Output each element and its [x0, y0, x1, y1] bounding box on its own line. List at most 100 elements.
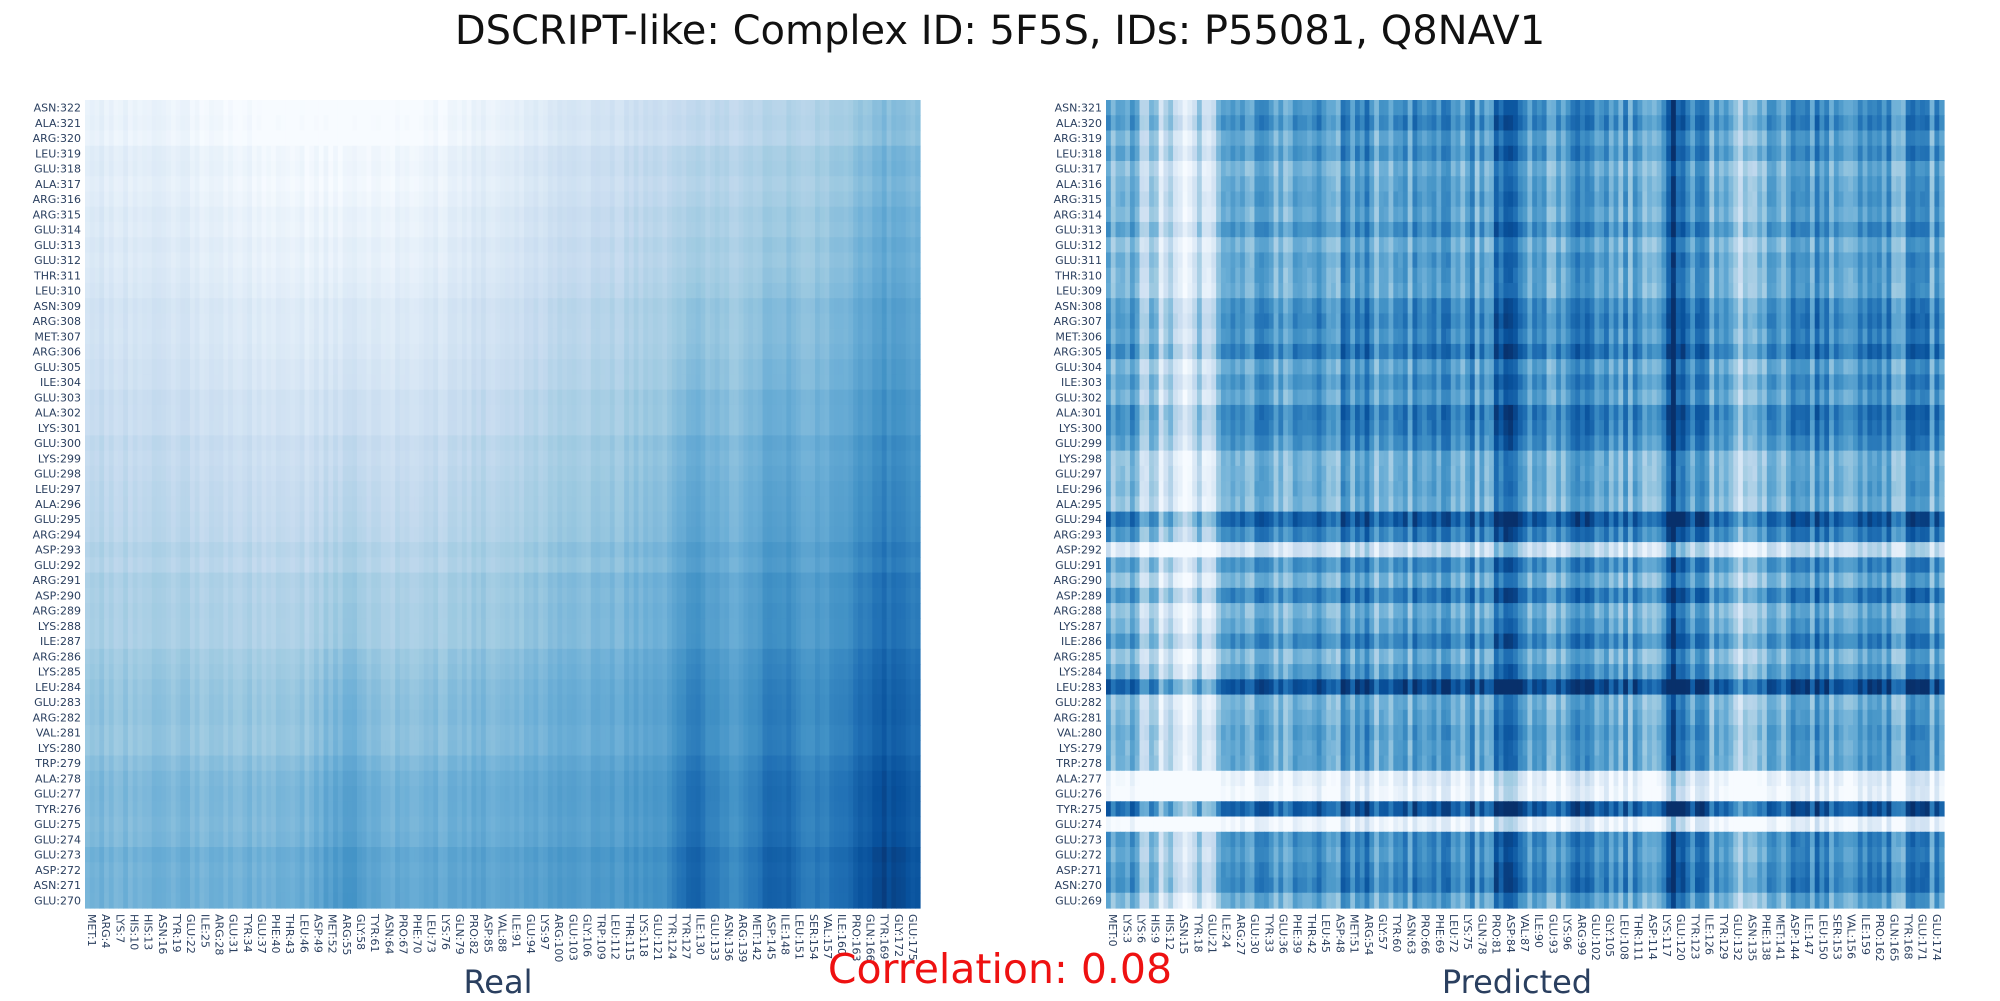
heatmap-cell — [519, 313, 525, 330]
heatmap-cell — [605, 359, 611, 376]
heatmap-cell — [714, 160, 721, 177]
heatmap-cell — [662, 252, 668, 269]
heatmap-cell — [252, 100, 258, 116]
heatmap-cell — [767, 465, 773, 482]
heatmap-cell — [304, 313, 310, 330]
heatmap-cell — [132, 526, 139, 543]
heatmap-cell — [457, 176, 463, 193]
heatmap-cell — [156, 145, 162, 162]
heatmap-cell — [428, 313, 434, 330]
heatmap-cell — [94, 420, 100, 436]
heatmap-cell — [614, 496, 620, 513]
heatmap-cell — [733, 160, 740, 177]
heatmap-cell — [538, 511, 544, 528]
heatmap-cell — [356, 496, 363, 513]
heatmap-cell — [304, 298, 310, 315]
heatmap-cell — [714, 435, 721, 452]
heatmap-cell — [118, 252, 124, 269]
heatmap-cell — [810, 328, 816, 345]
heatmap-cell — [733, 221, 740, 238]
heatmap-cell — [290, 435, 296, 452]
heatmap-cell — [85, 481, 91, 497]
heatmap-cell — [776, 481, 783, 497]
heatmap-cell — [438, 435, 444, 452]
heatmap-cell — [705, 496, 711, 513]
heatmap-cell — [481, 237, 487, 254]
heatmap-cell — [385, 374, 391, 391]
heatmap-cell — [213, 450, 220, 467]
heatmap-cell — [504, 206, 511, 223]
heatmap-cell — [99, 237, 105, 254]
heatmap-cell — [609, 435, 616, 452]
heatmap-cell — [667, 511, 673, 528]
heatmap-cell — [724, 374, 730, 391]
heatmap-cell — [113, 221, 119, 238]
heatmap-cell — [481, 130, 487, 147]
heatmap-cell — [886, 374, 892, 391]
heatmap-cell — [123, 130, 129, 147]
heatmap-cell — [328, 481, 334, 497]
heatmap-cell — [700, 221, 706, 238]
heatmap-cell — [552, 343, 558, 360]
heatmap-cell — [309, 343, 315, 360]
heatmap-cell — [514, 496, 520, 513]
heatmap-cell — [447, 145, 453, 162]
heatmap-cell — [743, 145, 749, 162]
heatmap-cell — [309, 526, 315, 543]
heatmap-cell — [562, 145, 568, 162]
heatmap-cell — [528, 221, 535, 238]
heatmap-cell — [571, 145, 578, 162]
heatmap-cell — [815, 343, 821, 360]
heatmap-cell — [385, 221, 391, 238]
heatmap-cell — [595, 100, 601, 116]
heatmap-cell — [628, 130, 635, 147]
heatmap-cell — [762, 450, 768, 467]
heatmap-cell — [848, 374, 854, 391]
heatmap-cell — [648, 206, 654, 223]
heatmap-cell — [791, 328, 797, 345]
heatmap-cell — [652, 298, 659, 315]
heatmap-cell — [686, 130, 692, 147]
heatmap-cell — [676, 420, 683, 436]
heatmap-cell — [848, 450, 854, 467]
heatmap-cell — [533, 420, 539, 436]
heatmap-cell — [538, 450, 544, 467]
heatmap-cell — [123, 160, 129, 177]
heatmap-cell — [476, 252, 482, 269]
heatmap-cell — [175, 130, 182, 147]
heatmap-cell — [137, 130, 143, 147]
heatmap-cell — [304, 526, 310, 543]
heatmap-cell — [323, 481, 329, 497]
heatmap-cell — [748, 145, 754, 162]
heatmap-cell — [838, 176, 845, 193]
heatmap-cell — [877, 313, 883, 330]
heatmap-cell — [314, 359, 320, 376]
heatmap-cell — [147, 206, 153, 223]
heatmap-cell — [404, 481, 411, 497]
heatmap-cell — [905, 450, 912, 467]
heatmap-cell — [457, 328, 463, 345]
heatmap-cell — [900, 160, 907, 177]
heatmap-cell — [299, 206, 306, 223]
heatmap-cell — [399, 221, 406, 238]
heatmap-cell — [423, 404, 430, 421]
heatmap-cell — [733, 176, 740, 193]
heatmap-cell — [910, 145, 916, 162]
heatmap-cell — [853, 100, 859, 116]
heatmap-cell — [127, 206, 134, 223]
heatmap-cell — [705, 160, 711, 177]
heatmap-cell — [404, 404, 411, 421]
heatmap-cell — [161, 206, 167, 223]
heatmap-cell — [457, 267, 463, 284]
heatmap-cell — [805, 160, 811, 177]
heatmap-cell — [476, 420, 482, 436]
heatmap-cell — [657, 160, 663, 177]
heatmap-cell — [633, 511, 640, 528]
heatmap-cell — [108, 435, 115, 452]
heatmap-cell — [304, 145, 310, 162]
heatmap-cell — [605, 160, 611, 177]
heatmap-cell — [915, 420, 921, 436]
heatmap-cell — [724, 221, 730, 238]
heatmap-cell — [776, 511, 783, 528]
heatmap-cell — [142, 282, 148, 299]
